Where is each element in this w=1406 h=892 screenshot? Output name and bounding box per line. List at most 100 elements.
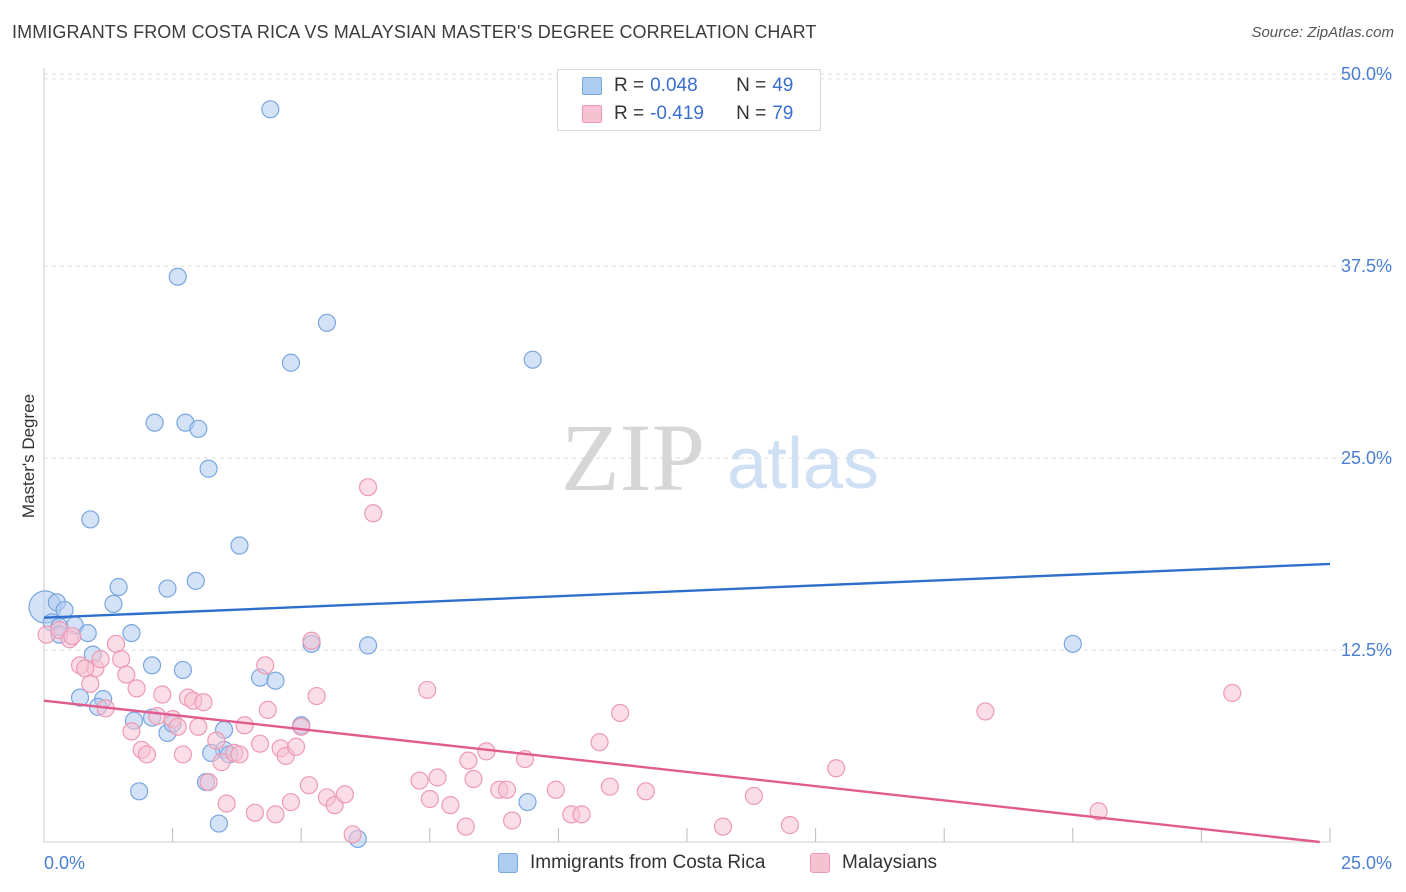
watermark: ZIP atlas	[561, 404, 879, 511]
point-malaysian	[1089, 802, 1108, 821]
point-malaysian	[281, 792, 301, 812]
point-costa-rica	[1063, 634, 1082, 653]
point-malaysian	[590, 733, 609, 752]
y-tick-label: 37.5%	[1341, 256, 1392, 276]
point-malaysian	[168, 717, 187, 736]
point-costa-rica	[261, 100, 280, 119]
legend-r-label: R =	[614, 75, 645, 96]
axes	[43, 68, 1331, 843]
point-malaysian	[245, 803, 265, 822]
series-malaysians-points	[37, 478, 1242, 844]
point-malaysian	[91, 650, 110, 669]
point-malaysian	[410, 771, 429, 790]
point-malaysian	[459, 751, 478, 770]
point-malaysian	[286, 737, 306, 756]
x-tick-label: 25.0%	[1341, 853, 1392, 873]
tick-labels: 12.5% 25.0% 37.5% 50.0% 0.0% 25.0%	[44, 64, 1392, 873]
bottom-legend-swatch-pink	[810, 853, 830, 873]
trendline-malaysians	[43, 699, 1320, 844]
trend-lines	[43, 562, 1331, 844]
y-tick-label: 25.0%	[1341, 448, 1392, 468]
point-malaysian	[266, 805, 285, 824]
bottom-legend-label: Immigrants from Costa Rica	[530, 852, 766, 873]
point-malaysian	[189, 717, 208, 736]
point-malaysian	[153, 685, 172, 704]
series-costa-rica-points	[28, 100, 1082, 849]
point-malaysian	[235, 716, 254, 735]
point-costa-rica	[523, 350, 542, 369]
grid-lines	[44, 73, 1392, 651]
legend-row-costa-rica: R = 0.048 N = 49	[582, 73, 793, 99]
point-costa-rica	[81, 510, 100, 529]
point-malaysian	[81, 674, 100, 693]
point-malaysian	[780, 816, 799, 835]
point-costa-rica	[130, 782, 149, 801]
point-costa-rica	[168, 267, 187, 286]
legend-r-value: 0.048	[650, 75, 698, 96]
bottom-legend-costa-rica: Immigrants from Costa Rica	[498, 852, 765, 874]
point-malaysian	[428, 768, 447, 787]
point-costa-rica	[266, 671, 285, 690]
point-malaysian	[199, 772, 218, 792]
point-malaysian	[302, 631, 321, 650]
point-malaysian	[173, 745, 192, 764]
legend-n-label: N =	[736, 75, 767, 96]
point-malaysian	[250, 734, 270, 753]
point-malaysian	[106, 634, 126, 653]
point-malaysian	[611, 703, 630, 723]
point-malaysian	[497, 780, 517, 799]
y-axis-label: Master's Degree	[19, 394, 38, 518]
y-tick-label: 12.5%	[1341, 640, 1392, 660]
watermark-atlas: atlas	[727, 424, 879, 504]
point-malaysian	[503, 811, 522, 830]
legend-n-value: 49	[772, 75, 794, 96]
point-costa-rica	[55, 600, 74, 620]
point-malaysian	[464, 769, 483, 789]
legend-row-malaysians: R = -0.419 N = 79	[582, 101, 793, 127]
point-costa-rica	[281, 353, 301, 372]
point-malaysian	[258, 700, 277, 719]
point-malaysian	[127, 679, 146, 698]
legend-r-label: R =	[614, 103, 645, 124]
point-malaysian	[744, 786, 763, 806]
point-malaysian	[137, 745, 156, 764]
point-malaysian	[122, 722, 141, 741]
point-costa-rica	[358, 636, 378, 655]
point-malaysian	[256, 656, 275, 675]
point-costa-rica	[78, 623, 97, 643]
y-tick-label: 50.0%	[1341, 64, 1392, 84]
bottom-legend-label: Malaysians	[842, 852, 938, 873]
point-malaysian	[546, 780, 565, 799]
point-malaysian	[1223, 683, 1242, 703]
point-malaysian	[335, 785, 355, 804]
point-costa-rica	[518, 792, 537, 812]
legend-n-label: N =	[736, 103, 767, 124]
bottom-legend-malaysians: Malaysians	[810, 852, 937, 874]
point-malaysian	[112, 650, 131, 669]
point-costa-rica	[173, 660, 192, 680]
point-malaysian	[441, 796, 460, 815]
point-malaysian	[212, 753, 231, 772]
point-costa-rica	[230, 536, 249, 555]
point-malaysian	[207, 731, 226, 750]
point-costa-rica	[70, 688, 90, 707]
point-malaysian	[63, 627, 82, 646]
point-malaysian	[194, 693, 213, 712]
point-costa-rica	[122, 623, 141, 643]
point-malaysian	[76, 659, 95, 678]
point-malaysian	[713, 817, 733, 836]
watermark-zip: ZIP	[561, 404, 705, 511]
point-costa-rica	[104, 594, 123, 614]
point-malaysian	[117, 665, 136, 684]
point-costa-rica	[186, 571, 205, 590]
point-malaysian	[307, 686, 326, 706]
chart-source: Source: ZipAtlas.com	[1251, 24, 1394, 41]
point-costa-rica	[142, 656, 162, 675]
point-malaysian	[230, 745, 249, 764]
point-malaysian	[358, 478, 378, 497]
point-costa-rica	[209, 814, 228, 833]
point-malaysian	[456, 817, 475, 836]
point-malaysian	[364, 504, 383, 523]
bottom-legend-swatch-blue	[498, 853, 518, 873]
